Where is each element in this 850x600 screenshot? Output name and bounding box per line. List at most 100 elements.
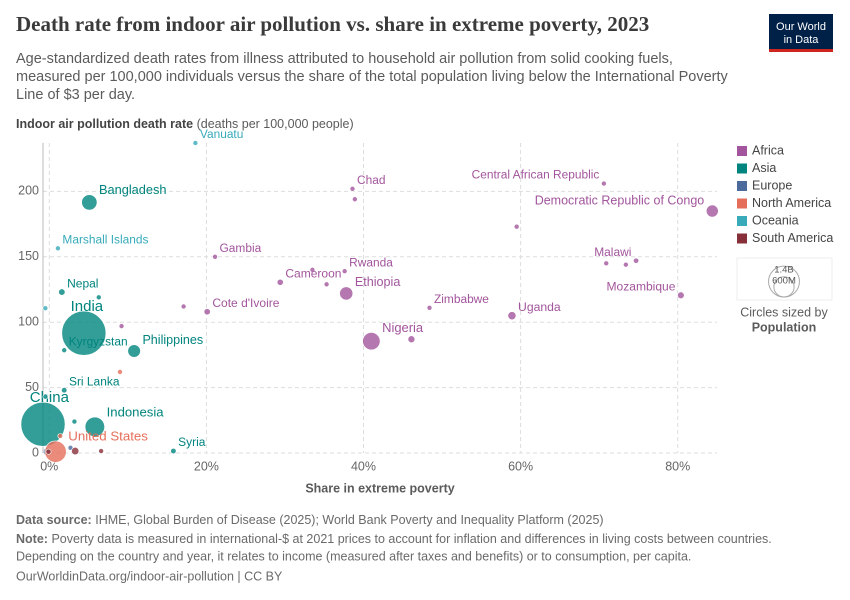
bubble [352, 196, 358, 203]
subtitle-line: measured per 100,000 individuals versus … [16, 69, 728, 85]
bubble [603, 260, 610, 267]
bubble [601, 180, 607, 187]
point-label: Uganda [518, 300, 561, 314]
y-tick-label: 100 [18, 314, 39, 328]
source-label: Data source: [16, 513, 92, 527]
chart-title: Death rate from indoor air pollution vs.… [16, 12, 649, 36]
legend-swatch [737, 181, 747, 191]
bubble [339, 286, 354, 301]
point-label: United States [68, 428, 148, 443]
point-label: Democratic Republic of Congo [535, 193, 705, 207]
point-label: China [30, 389, 70, 406]
x-tick-label: 40% [351, 459, 376, 473]
size-legend-box [736, 257, 833, 301]
logo-text: in Data [784, 34, 820, 46]
point-label: Nepal [67, 276, 98, 290]
bubble [341, 268, 348, 274]
source: Data source: IHME, Global Burden of Dise… [16, 513, 604, 527]
bubble [117, 369, 123, 375]
note-label: Note: [16, 532, 48, 546]
point-label: Chad [357, 173, 385, 187]
bubble [192, 140, 199, 146]
x-axis-label: Share in extreme poverty [305, 481, 454, 495]
bubble [677, 291, 685, 299]
point-label: Cameroon [285, 266, 341, 280]
legend-label: Oceania [752, 213, 799, 227]
size-legend-label: 600M [772, 275, 796, 286]
bubble [61, 387, 68, 394]
bubble [513, 223, 520, 230]
logo[interactable] [769, 14, 833, 52]
size-legend-circle [773, 276, 795, 298]
bubble [349, 185, 356, 192]
y-tick-label: 200 [18, 184, 39, 198]
bubble [309, 267, 316, 273]
bubble [362, 332, 381, 351]
point-label: Kyrgyzstan [69, 334, 128, 348]
bubble [44, 440, 67, 463]
source-text: IHME, Global Burden of Disease (2025); W… [95, 513, 603, 527]
logo-underline [769, 49, 833, 52]
bubble [203, 308, 211, 316]
bubble [20, 401, 66, 447]
size-legend-title: Population [752, 320, 817, 334]
note-text: Depending on the country and year, it re… [16, 549, 691, 563]
subtitle-line: Line of $3 per day. [16, 87, 135, 103]
bubble [42, 393, 49, 400]
bubble [407, 335, 416, 343]
bubble [507, 311, 517, 321]
size-legend-caption: Circles sized by [740, 305, 828, 319]
x-tick-label: 80% [665, 459, 690, 473]
bubble [61, 347, 68, 353]
bubble [42, 305, 49, 312]
point-label: Nigeria [382, 320, 424, 335]
y-axis-label: Indoor air pollution death rate (deaths … [16, 117, 354, 131]
y-axis-label-main: Indoor air pollution death rate [16, 117, 193, 131]
bubble [61, 310, 107, 356]
legend-swatch [737, 163, 747, 174]
legend-label: Europe [752, 178, 792, 192]
legend-label: Asia [752, 161, 776, 175]
legend-label: South America [752, 231, 833, 245]
bubble [127, 344, 141, 358]
x-tick-label: 0% [40, 459, 58, 473]
legend-swatch [737, 198, 747, 209]
bubble [623, 261, 629, 268]
y-tick-label: 0 [32, 445, 39, 459]
x-tick-label: 60% [508, 459, 533, 473]
point-label: Cote d'Ivoire [212, 296, 279, 310]
point-label: India [71, 298, 104, 315]
point-label: Mozambique [606, 279, 675, 293]
note-text: Poverty data is measured in internationa… [51, 532, 771, 546]
bubble [633, 257, 640, 264]
point-label: Zimbabwe [434, 292, 489, 306]
y-axis-label-unit: (deaths per 100,000 people) [197, 117, 354, 131]
bubble [58, 288, 66, 296]
bubble [55, 245, 61, 252]
bubble [212, 253, 218, 260]
bubble [45, 448, 52, 455]
bubble [57, 433, 64, 439]
point-label: Marshall Islands [62, 232, 148, 246]
legend-swatch [737, 146, 747, 156]
bubble [98, 448, 104, 454]
logo-text: Our World [776, 21, 826, 33]
y-tick-label: 50 [25, 380, 39, 394]
url: OurWorldinData.org/indoor-air-pollution … [16, 569, 283, 583]
bubble [71, 447, 80, 456]
point-label: Philippines [142, 333, 203, 347]
subtitle-line: Age-standardized death rates from illnes… [16, 51, 673, 67]
legend-swatch [737, 233, 747, 244]
bubble [276, 278, 284, 286]
bubble [84, 416, 105, 437]
bubble [170, 447, 177, 455]
bubble [180, 303, 187, 310]
point-label: Rwanda [349, 255, 393, 269]
bubble [118, 323, 125, 329]
legend-label: Africa [752, 143, 784, 157]
point-label: Syria [178, 435, 206, 449]
point-label: Malawi [594, 245, 631, 259]
point-label: Indonesia [107, 405, 165, 420]
bubble [95, 294, 102, 301]
